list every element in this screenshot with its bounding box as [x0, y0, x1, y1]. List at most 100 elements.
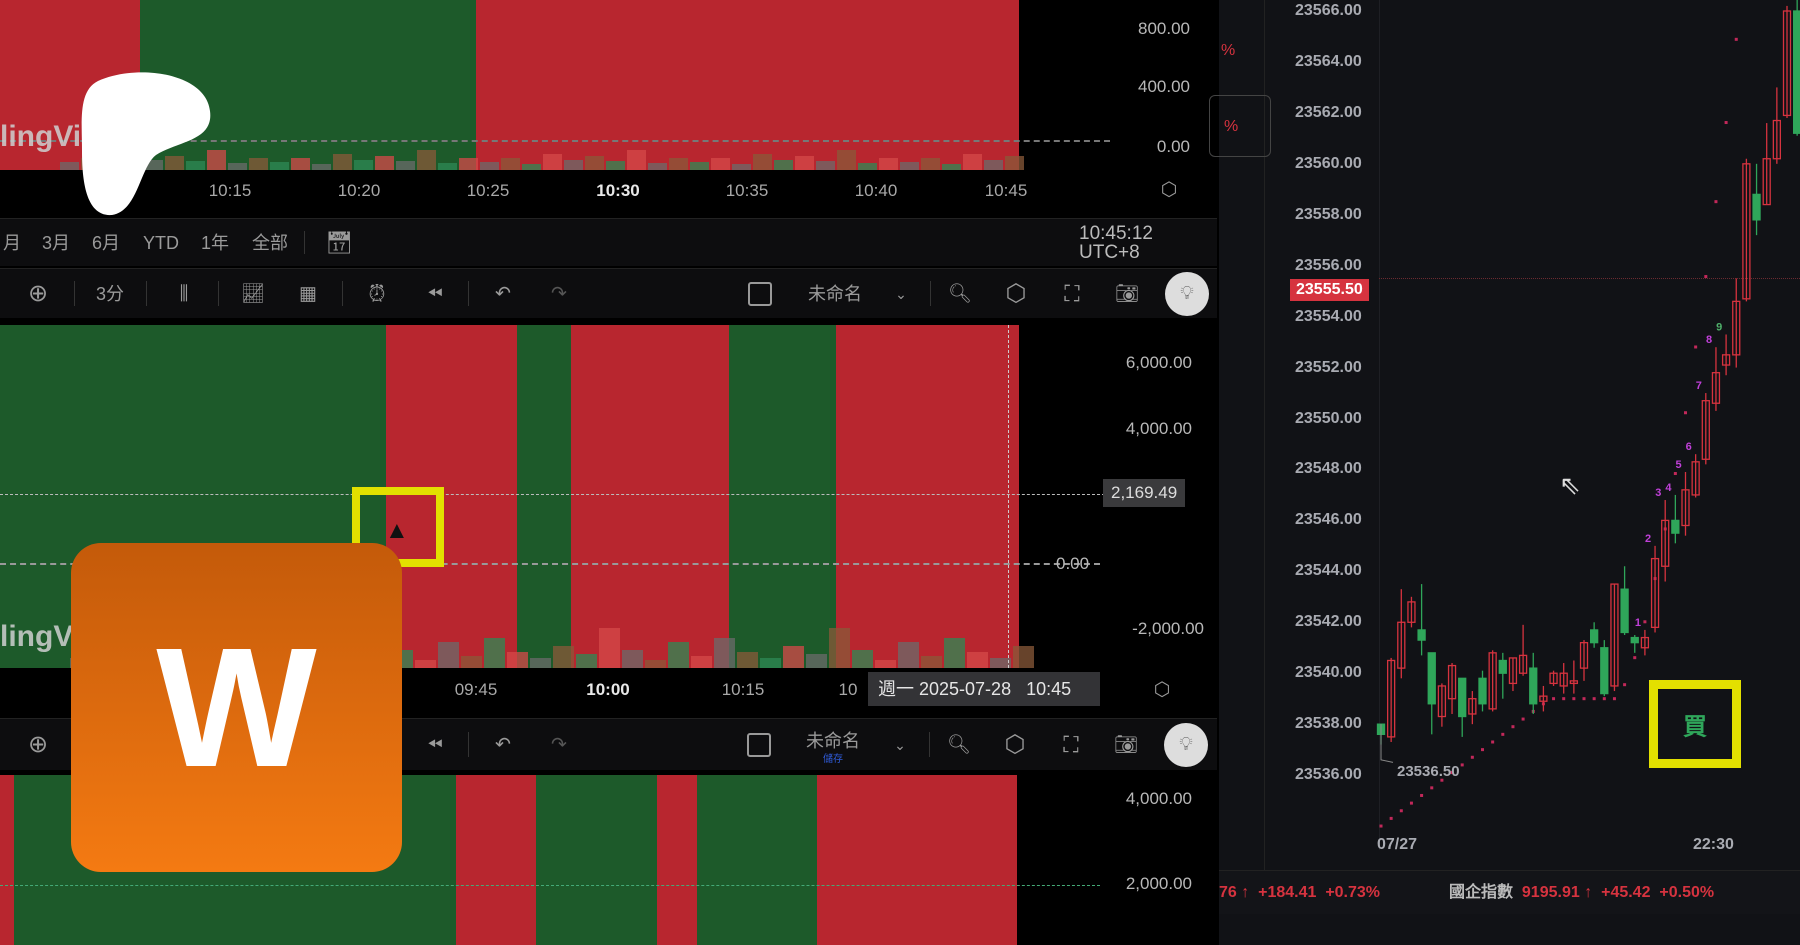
undo-icon[interactable]: ↶: [495, 283, 511, 304]
range-all[interactable]: 全部: [252, 232, 288, 253]
volume-bar: [852, 650, 873, 668]
indicators-icon[interactable]: 📈︎: [240, 283, 266, 304]
time-label: 09:45: [454, 680, 498, 699]
camera-icon[interactable]: 📷︎: [1114, 283, 1140, 304]
price-label: 23536.00: [1295, 766, 1362, 784]
fullscreen-icon[interactable]: ⛶: [1064, 280, 1080, 306]
volume-bar: [732, 164, 751, 170]
watermark: lingVi: [0, 620, 82, 653]
layout-grid-icon[interactable]: ▦: [299, 283, 317, 304]
chevron-down-icon[interactable]: ⌄: [894, 736, 906, 753]
interval-button[interactable]: 3分: [95, 283, 125, 304]
range-1m[interactable]: 月: [3, 232, 21, 253]
price-label: 23566.00: [1295, 2, 1362, 19]
chevron-down-icon[interactable]: ⌄: [895, 285, 907, 302]
volume-bar: [690, 162, 709, 170]
volume-bar: [564, 160, 583, 170]
candle-body: [1478, 677, 1487, 705]
settings-icon[interactable]: ⬡: [1004, 730, 1026, 758]
save-hint[interactable]: 儲存: [823, 753, 843, 765]
sar-dot: [1450, 771, 1454, 775]
candle-body: [1691, 461, 1700, 496]
redo-icon[interactable]: ↷: [551, 283, 567, 304]
candle-body: [1549, 672, 1558, 685]
settings-icon[interactable]: ⬡: [1005, 279, 1027, 307]
checkbox-icon[interactable]: [748, 281, 772, 306]
candle-body: [1589, 629, 1599, 644]
sar-dot: [1633, 656, 1637, 660]
volume-bar: [942, 164, 961, 170]
watermark: lingVi: [0, 120, 82, 153]
ticker-item[interactable]: 國企指數 9195.91 ↑ +45.42 +0.50%: [1449, 884, 1715, 901]
candle-body: [1397, 621, 1406, 669]
range-ytd[interactable]: YTD: [143, 232, 179, 253]
price-label: 800.00: [1138, 19, 1190, 38]
price-label: 23542.00: [1295, 613, 1362, 631]
highlight-box: [1649, 680, 1741, 768]
checkbox-icon[interactable]: [747, 732, 771, 757]
volume-bar: [984, 160, 1003, 170]
replay-icon[interactable]: ⏪︎: [427, 734, 443, 755]
td-count-label: 4: [1665, 482, 1672, 494]
add-symbol-icon[interactable]: ⊕: [27, 730, 49, 758]
layout-name[interactable]: 未命名: [808, 283, 862, 304]
price-label: 23562.00: [1295, 103, 1362, 121]
volume-bar: [144, 160, 163, 170]
candle-type-icon[interactable]: ⫼: [179, 283, 189, 304]
volume-bar: [898, 642, 919, 668]
sar-dot: [1623, 683, 1627, 687]
camera-icon[interactable]: 📷︎: [1113, 734, 1139, 755]
volume-bar: [829, 628, 850, 668]
price-label: 23556.00: [1295, 256, 1362, 274]
price-label: -2,000.00: [1132, 619, 1204, 638]
range-3m[interactable]: 3月: [41, 232, 71, 253]
volume-bar: [599, 628, 620, 668]
volume-bar: [354, 160, 373, 170]
quick-search-icon[interactable]: 🔍︎: [946, 734, 972, 755]
middle-chart[interactable]: lingVi ▲ 6,000.00 4,000.00 2,169.49 0.00…: [0, 320, 1217, 720]
price-label: 23540.00: [1295, 664, 1362, 682]
quick-search-icon[interactable]: 🔍︎: [947, 283, 973, 304]
sar-dot: [1714, 200, 1718, 204]
td-count-label: 9: [1716, 321, 1722, 333]
volume-bar: [753, 154, 772, 170]
volume-bar: [921, 656, 942, 668]
lightbulb-icon[interactable]: 💡︎: [1165, 271, 1209, 316]
candle-body: [1793, 10, 1800, 134]
ticker-bar: 76 ↑ +184.41 +0.73% 國企指數 9195.91 ↑ +45.4…: [1219, 870, 1800, 914]
range-1y[interactable]: 1年: [200, 232, 230, 253]
time-label: 10:40: [854, 181, 898, 200]
volume-bar: [553, 646, 574, 668]
redo-icon[interactable]: ↷: [551, 734, 567, 755]
axis-settings-icon[interactable]: ⬡: [1160, 179, 1178, 201]
volume-bar: [585, 156, 604, 170]
lightbulb-icon[interactable]: 💡︎: [1164, 722, 1208, 767]
volume-bar: [530, 658, 551, 668]
candle-body: [1498, 659, 1507, 674]
undo-icon[interactable]: ↶: [495, 734, 511, 755]
axis-settings-icon[interactable]: ⬡: [1153, 679, 1171, 701]
layout-name[interactable]: 未命名: [806, 731, 860, 752]
price-label: 23552.00: [1295, 358, 1362, 376]
replay-icon[interactable]: ⏪︎: [427, 283, 443, 304]
fullscreen-icon[interactable]: ⛶: [1063, 731, 1079, 757]
time-label: 10:25: [466, 181, 510, 200]
ticker-item[interactable]: 76 ↑ +184.41 +0.73%: [1219, 884, 1381, 901]
alarm-icon[interactable]: ⏰︎: [368, 280, 386, 306]
candle-body: [1630, 636, 1639, 644]
range-6m[interactable]: 6月: [91, 232, 121, 253]
calendar-goto-icon[interactable]: 📅︎: [325, 229, 353, 255]
volume-bar: [990, 658, 1011, 668]
sar-dot: [1734, 37, 1738, 41]
right-candlestick-chart[interactable]: % % 23566.00 23564.00 23562.00 23560.00 2355…: [1209, 0, 1800, 945]
chart-toolbar: ⊕ 3分 ⫼ 📈︎ ▦ ⏰︎ ⏪︎ ↶ ↷ 未命名 ⌄ 🔍︎ ⬡ ⛶ 📷︎ 💡︎: [0, 268, 1217, 318]
volume-bar: [795, 156, 814, 170]
crosshair-time-label: 週一 2025-07-28 10:45: [868, 672, 1100, 706]
candle-body: [1539, 695, 1548, 702]
top-chart[interactable]: lingVi 800.00 400.00 0.00 10:15 10:20 10…: [0, 0, 1217, 218]
partial-card[interactable]: %: [1209, 95, 1271, 157]
volume-bar: [714, 638, 735, 668]
add-symbol-icon[interactable]: ⊕: [27, 279, 49, 307]
candle-body: [1732, 300, 1741, 356]
volume-bar: [461, 656, 482, 668]
